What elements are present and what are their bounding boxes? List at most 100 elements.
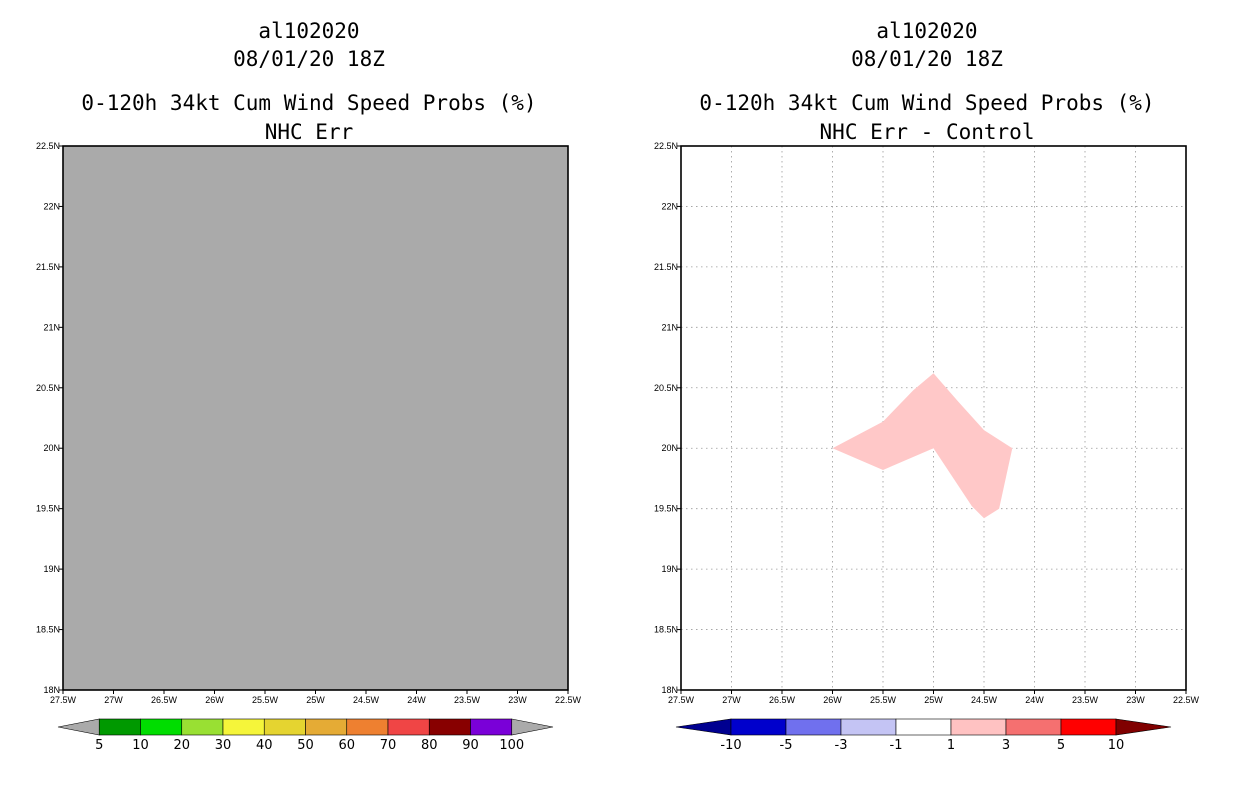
right-colorbar-high-end [1115, 718, 1172, 736]
right-axes: 27.5W 27W 26.5W 26W 25.5W 25W 24.5W 24W 23.5W 23W… [654, 141, 1200, 705]
right-colorbar-label: 3 [1002, 738, 1010, 753]
left-y-tick-label: 18.5N [36, 625, 60, 635]
left-plot-background [63, 146, 568, 690]
right-colorbar-box [950, 718, 1007, 736]
left-colorbar-label: 50 [297, 738, 314, 753]
left-colorbar-label: 40 [256, 738, 273, 753]
right-colorbar-box [730, 718, 787, 736]
left-colorbar-label: 80 [421, 738, 438, 753]
left-colorbar-label: 100 [499, 738, 524, 753]
difference-1-to-3-region [832, 373, 1013, 519]
left-colorbar-label: 90 [462, 738, 479, 753]
right-x-tick-label: 23.5W [1072, 695, 1099, 705]
left-colorbar-low-end [57, 718, 100, 736]
right-x-tick-label: 24W [1025, 695, 1044, 705]
right-colorbar-box [1060, 718, 1117, 736]
left-colorbar-label: 20 [173, 738, 190, 753]
right-colorbar: -10 -5 -3 -1 1 3 5 10 [675, 718, 1172, 753]
left-axes: 27.5W 27W 26.5W 26W 25.5W 25W 24.5W 24W 23.5W 23W… [36, 141, 582, 705]
left-colorbar-box [140, 718, 183, 736]
right-colorbar-label: -10 [720, 738, 741, 753]
left-x-tick-label: 24.5W [353, 695, 380, 705]
left-colorbar-box [181, 718, 224, 736]
right-y-tick-label: 20N [661, 443, 678, 453]
left-y-tick-label: 20.5N [36, 383, 60, 393]
left-colorbar-box [305, 718, 348, 736]
right-x-tick-label: 27W [722, 695, 741, 705]
right-colorbar-box [895, 718, 952, 736]
left-colorbar-box [470, 718, 513, 736]
left-x-tick-label: 27W [104, 695, 123, 705]
left-y-tick-label: 21.5N [36, 262, 60, 272]
left-x-tick-label: 24W [407, 695, 426, 705]
right-x-tick-label: 24.5W [971, 695, 998, 705]
right-colorbar-low-end [675, 718, 732, 736]
right-chart-panel: al102020 08/01/20 18Z 0-120h 34kt Cum Wi… [654, 19, 1200, 753]
left-x-tick-label: 22.5W [555, 695, 582, 705]
left-y-tick-label: 19.5N [36, 504, 60, 514]
right-title-line-2: 08/01/20 18Z [851, 47, 1003, 71]
left-colorbar-label: 70 [380, 738, 397, 753]
left-y-tick-label: 22N [43, 201, 60, 211]
left-colorbar: 5 10 20 30 40 50 60 70 80 90 100 [57, 718, 554, 753]
right-x-tick-label: 26.5W [769, 695, 796, 705]
left-colorbar-high-end [511, 718, 554, 736]
left-y-tick-label: 18N [43, 685, 60, 695]
right-plot-area [681, 146, 1186, 690]
left-x-tick-label: 25.5W [252, 695, 279, 705]
left-colorbar-box [387, 718, 430, 736]
left-x-tick-label: 25W [306, 695, 325, 705]
right-y-tick-label: 21.5N [654, 262, 678, 272]
left-x-tick-label: 26.5W [151, 695, 178, 705]
left-colorbar-label: 10 [132, 738, 149, 753]
left-colorbar-box [428, 718, 471, 736]
right-x-tick-label: 25W [924, 695, 943, 705]
right-x-tick-label: 27.5W [668, 695, 695, 705]
left-y-tick-label: 20N [43, 443, 60, 453]
left-x-tick-label: 27.5W [50, 695, 77, 705]
right-colorbar-box [840, 718, 897, 736]
right-colorbar-label: -1 [890, 738, 903, 753]
right-y-tick-label: 19N [661, 564, 678, 574]
right-y-tick-label: 21N [661, 322, 678, 332]
left-colorbar-label: 60 [338, 738, 355, 753]
right-title-line-1: al102020 [876, 19, 977, 43]
left-x-tick-label: 23.5W [454, 695, 481, 705]
right-y-tick-label: 19.5N [654, 504, 678, 514]
left-colorbar-label: 5 [95, 738, 103, 753]
left-y-tick-label: 22.5N [36, 141, 60, 151]
right-title-line-4: NHC Err - Control [820, 120, 1035, 144]
left-colorbar-box [98, 718, 141, 736]
left-title-line-2: 08/01/20 18Z [233, 47, 385, 71]
left-x-tick-label: 26W [205, 695, 224, 705]
left-y-tick-label: 19N [43, 564, 60, 574]
left-title-line-4: NHC Err [265, 120, 354, 144]
left-plot-area [63, 146, 568, 690]
right-colorbar-box [1005, 718, 1062, 736]
right-colorbar-label: 1 [947, 738, 955, 753]
right-colorbar-label: -3 [835, 738, 848, 753]
right-x-tick-label: 23W [1126, 695, 1145, 705]
right-x-tick-label: 26W [823, 695, 842, 705]
right-y-tick-label: 18.5N [654, 625, 678, 635]
right-x-tick-label: 25.5W [870, 695, 897, 705]
right-x-tick-label: 22.5W [1173, 695, 1200, 705]
left-colorbar-label: 30 [215, 738, 232, 753]
left-colorbar-box [346, 718, 389, 736]
left-y-tick-label: 21N [43, 322, 60, 332]
right-colorbar-box [785, 718, 842, 736]
right-title-line-3: 0-120h 34kt Cum Wind Speed Probs (%) [699, 91, 1154, 115]
right-y-tick-label: 22.5N [654, 141, 678, 151]
right-y-tick-label: 18N [661, 685, 678, 695]
right-colorbar-label: -5 [780, 738, 793, 753]
right-colorbar-label: 5 [1057, 738, 1065, 753]
left-colorbar-box [263, 718, 306, 736]
right-colorbar-label: 10 [1108, 738, 1125, 753]
left-title-line-1: al102020 [258, 19, 359, 43]
left-title-line-3: 0-120h 34kt Cum Wind Speed Probs (%) [81, 91, 536, 115]
left-chart-panel: al102020 08/01/20 18Z 0-120h 34kt Cum Wi… [36, 19, 582, 753]
left-colorbar-box [222, 718, 265, 736]
left-x-tick-label: 23W [508, 695, 527, 705]
right-y-tick-label: 22N [661, 201, 678, 211]
